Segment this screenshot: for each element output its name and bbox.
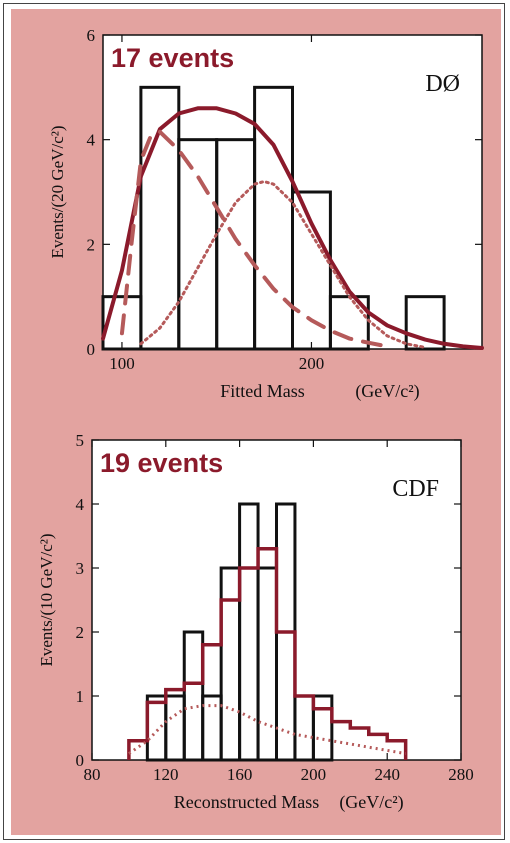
x-axis-unit: (GeV/c²) — [339, 792, 403, 813]
x-tick-label: 200 — [301, 765, 327, 784]
y-tick-label: 4 — [76, 495, 85, 514]
x-tick-label: 80 — [84, 765, 101, 784]
histogram-bin — [404, 295, 446, 351]
x-tick-label: 160 — [227, 765, 253, 784]
y-tick-label: 2 — [87, 235, 96, 254]
experiment-label: CDF — [392, 476, 439, 502]
x-tick-label: 240 — [374, 765, 400, 784]
y-tick-label: 0 — [76, 751, 85, 770]
experiment-label: DØ — [425, 71, 460, 97]
y-tick-label: 3 — [76, 559, 85, 578]
histogram-bin — [291, 190, 332, 351]
x-axis-title: Reconstructed Mass — [174, 792, 319, 812]
x-tick-label: 120 — [153, 765, 179, 784]
y-tick-label: 6 — [87, 26, 96, 45]
y-tick-label: 1 — [76, 687, 85, 706]
y-axis-title: Events/(10 GeV/c²) — [37, 533, 56, 666]
histogram-bin — [311, 694, 334, 762]
chart-0: 0 2 4 6 100 200 17 events DØ Fitted Mass (GeV/c²)… — [48, 26, 484, 402]
events-count-label: 19 events — [100, 448, 223, 478]
y-tick-label: 5 — [76, 431, 85, 450]
dashed-fit-curve — [119, 129, 390, 349]
signal-background-step — [127, 547, 408, 760]
x-tick-label: 100 — [109, 354, 135, 373]
y-tick-label: 4 — [87, 131, 96, 150]
background-dotted-curve — [128, 704, 406, 756]
solid-fit-curve — [101, 106, 484, 350]
events-count-label: 17 events — [111, 43, 234, 73]
x-tick-label: 200 — [299, 354, 325, 373]
y-tick-label: 0 — [87, 340, 96, 359]
y-axis-title: Events/(20 GeV/c²) — [48, 125, 67, 258]
x-axis-title: Fitted Mass — [220, 381, 305, 401]
x-tick-label: 280 — [448, 765, 474, 784]
y-tick-label: 2 — [76, 623, 85, 642]
chart-1: 0 1 2 3 4 5 80 120 160 200 240 280 19 events CDF Recon… — [37, 431, 474, 813]
x-axis-unit: (GeV/c²) — [355, 381, 419, 402]
dotted-fit-curve — [139, 180, 427, 349]
